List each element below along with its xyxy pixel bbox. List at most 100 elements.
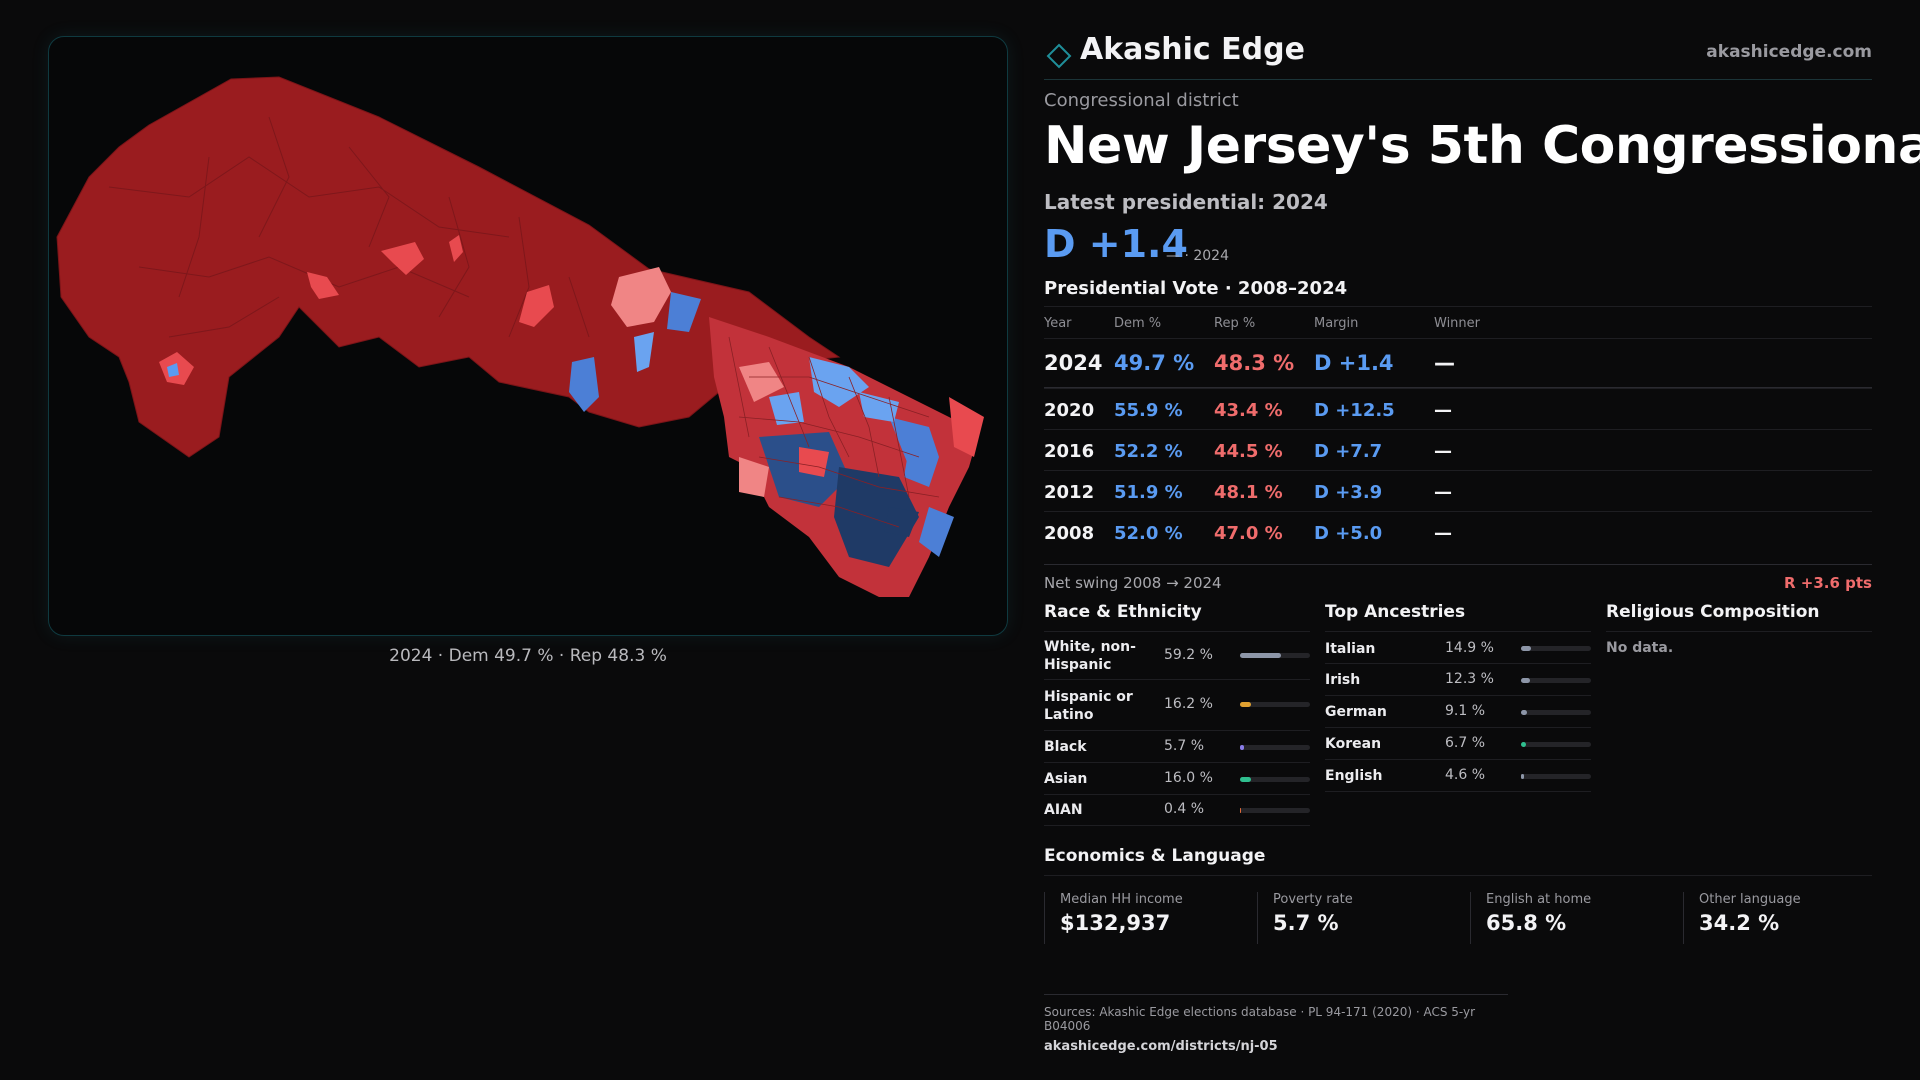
ancestry-label: German — [1325, 704, 1387, 720]
stat-label: Poverty rate — [1273, 892, 1353, 907]
stat-value: 65.8 % — [1486, 911, 1567, 935]
table-row: 2020 55.9 % 43.4 % D +12.5 — — [1044, 388, 1872, 429]
ancestry-bar-fill — [1521, 742, 1526, 747]
row-rep: 43.4 % — [1214, 400, 1283, 421]
header-winner: Winner — [1434, 316, 1481, 331]
race-bar — [1240, 808, 1310, 813]
net-swing-row: Net swing 2008 → 2024 R +3.6 pts — [1044, 564, 1872, 594]
header-margin: Margin — [1314, 316, 1359, 331]
row-dem: 55.9 % — [1114, 400, 1183, 421]
brand-url-link[interactable]: akashicedge.com — [1706, 42, 1872, 62]
row-margin: D +1.4 — [1314, 351, 1394, 375]
ancestry-value: 6.7 % — [1445, 735, 1486, 751]
diamond-icon — [1046, 43, 1072, 69]
table-row: 2024 49.7 % 48.3 % D +1.4 — — [1044, 338, 1872, 388]
religious-composition-section: Religious Composition No data. — [1606, 602, 1872, 656]
row-winner: — — [1434, 482, 1452, 503]
race-value: 16.0 % — [1164, 770, 1213, 786]
list-item: Asian 16.0 % — [1044, 763, 1310, 795]
race-label: Hispanic or Latino — [1044, 689, 1133, 723]
race-ethnicity-title: Race & Ethnicity — [1044, 602, 1310, 632]
row-year: 2012 — [1044, 482, 1095, 503]
row-year: 2008 — [1044, 523, 1095, 544]
race-label: White, non-Hispanic — [1044, 639, 1136, 673]
presidential-vote-title: Presidential Vote · 2008–2024 — [1044, 278, 1348, 299]
race-value: 16.2 % — [1164, 696, 1213, 712]
ancestry-bar — [1521, 646, 1591, 651]
table-row: 2016 52.2 % 44.5 % D +7.7 — — [1044, 429, 1872, 470]
row-winner: — — [1434, 523, 1452, 544]
top-ancestries-title: Top Ancestries — [1325, 602, 1591, 632]
list-item: Hispanic or Latino 16.2 % — [1044, 680, 1310, 731]
ancestry-bar — [1521, 710, 1591, 715]
race-value: 59.2 % — [1164, 647, 1213, 663]
latest-margin-sub: — · 2024 — [1166, 248, 1229, 264]
ancestry-bar-fill — [1521, 710, 1528, 715]
ancestry-value: 4.6 % — [1445, 767, 1486, 783]
stat-label: English at home — [1486, 892, 1592, 907]
ancestry-value: 9.1 % — [1445, 703, 1486, 719]
row-dem: 49.7 % — [1114, 351, 1195, 375]
presidential-vote-table: Year Dem % Rep % Margin Winner 2024 49.7… — [1044, 306, 1872, 552]
table-row: 2008 52.0 % 47.0 % D +5.0 — — [1044, 511, 1872, 552]
ancestry-label: English — [1325, 768, 1383, 784]
race-bar — [1240, 702, 1310, 707]
ancestry-bar — [1521, 678, 1591, 683]
race-value: 0.4 % — [1164, 801, 1205, 817]
row-margin: D +12.5 — [1314, 400, 1395, 421]
stat-card-english: English at home 65.8 % — [1470, 892, 1670, 944]
row-rep: 44.5 % — [1214, 441, 1283, 462]
header-dem: Dem % — [1114, 316, 1162, 331]
header-year: Year — [1044, 316, 1072, 331]
ancestry-value: 12.3 % — [1445, 671, 1494, 687]
ancestry-bar — [1521, 742, 1591, 747]
race-bar — [1240, 745, 1310, 750]
row-winner: — — [1434, 400, 1452, 421]
ancestry-bar-fill — [1521, 678, 1530, 683]
row-margin: D +7.7 — [1314, 441, 1383, 462]
row-dem: 51.9 % — [1114, 482, 1183, 503]
row-margin: D +5.0 — [1314, 523, 1383, 544]
net-swing-value: R +3.6 pts — [1784, 574, 1872, 592]
stat-card-income: Median HH income $132,937 — [1044, 892, 1244, 944]
stat-label: Median HH income — [1060, 892, 1183, 907]
religion-no-data: No data. — [1606, 640, 1674, 656]
row-margin: D +3.9 — [1314, 482, 1383, 503]
district-map-panel[interactable] — [48, 36, 1008, 636]
row-rep: 47.0 % — [1214, 523, 1283, 544]
table-header: Year Dem % Rep % Margin Winner — [1044, 306, 1872, 338]
sources-text: Sources: Akashic Edge elections database… — [1044, 1005, 1476, 1033]
stat-value: 34.2 % — [1699, 911, 1780, 935]
district-profile: Akashic Edge akashicedge.com Congression… — [1044, 0, 1920, 1080]
precinct-map[interactable] — [49, 37, 1008, 636]
district-kicker: Congressional district — [1044, 90, 1239, 111]
race-bar-fill — [1240, 745, 1244, 750]
list-item: AIAN 0.4 % — [1044, 795, 1310, 826]
ancestry-bar-fill — [1521, 646, 1532, 651]
table-row: 2012 51.9 % 48.1 % D +3.9 — — [1044, 470, 1872, 511]
stat-label: Other language — [1699, 892, 1801, 907]
top-ancestries-section: Top Ancestries Italian 14.9 % Irish 12.3… — [1325, 602, 1591, 792]
row-year: 2024 — [1044, 351, 1103, 375]
district-url-link[interactable]: akashicedge.com/districts/nj-05 — [1044, 1039, 1278, 1054]
race-bar-fill — [1240, 777, 1252, 782]
race-ethnicity-section: Race & Ethnicity White, non-Hispanic 59.… — [1044, 602, 1310, 826]
ancestry-label: Korean — [1325, 736, 1382, 752]
stat-value: 5.7 % — [1273, 911, 1339, 935]
religious-composition-title: Religious Composition — [1606, 602, 1872, 632]
list-item: Irish 12.3 % — [1325, 664, 1591, 696]
row-dem: 52.0 % — [1114, 523, 1183, 544]
header-rep: Rep % — [1214, 316, 1256, 331]
race-label: Asian — [1044, 771, 1088, 787]
row-dem: 52.2 % — [1114, 441, 1183, 462]
net-swing-label: Net swing 2008 → 2024 — [1044, 574, 1222, 592]
race-bar — [1240, 777, 1310, 782]
stat-card-other-language: Other language 34.2 % — [1683, 892, 1883, 944]
race-bar — [1240, 653, 1310, 658]
stat-card-poverty: Poverty rate 5.7 % — [1257, 892, 1457, 944]
race-label: Black — [1044, 739, 1087, 755]
list-item: Korean 6.7 % — [1325, 728, 1591, 760]
race-label: AIAN — [1044, 802, 1083, 818]
ancestry-label: Irish — [1325, 672, 1361, 688]
list-item: Italian 14.9 % — [1325, 632, 1591, 664]
